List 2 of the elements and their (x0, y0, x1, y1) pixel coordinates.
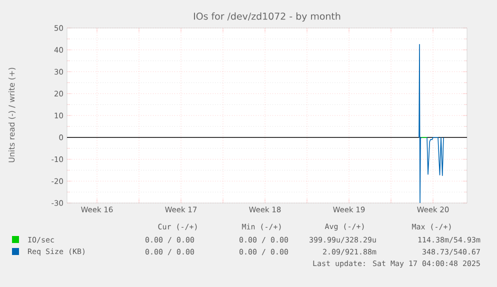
chart-title: IOs for /dev/zd1072 - by month (194, 12, 340, 22)
line-series (418, 44, 444, 203)
